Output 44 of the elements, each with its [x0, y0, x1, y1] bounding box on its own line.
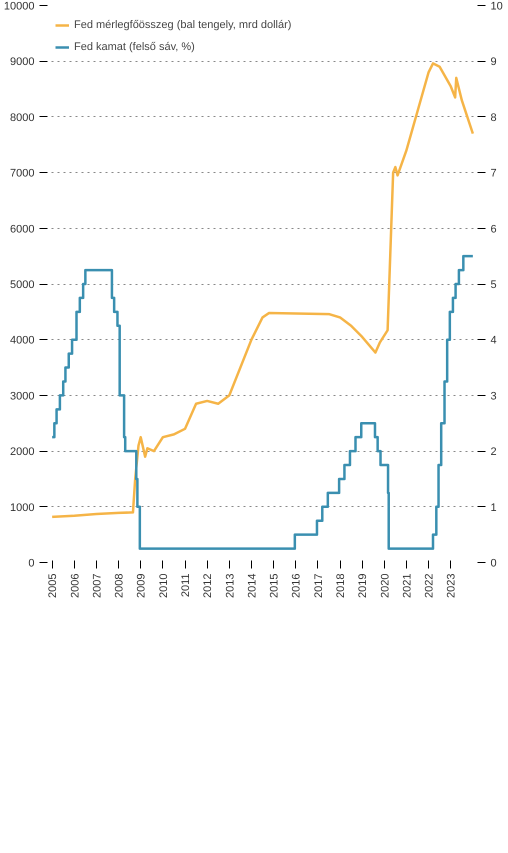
x-tick-label: 2021	[401, 573, 414, 598]
x-tick-label: 2014	[246, 573, 258, 598]
line-series	[50, 62, 474, 518]
x-tick-label: 2005	[47, 573, 60, 598]
x-tick-label: 2020	[379, 573, 392, 598]
x-tick-label: 2017	[312, 573, 325, 598]
x-tick-label: 2009	[136, 573, 148, 598]
x-tick-label: 2007	[91, 573, 104, 598]
x-tick-label: 2010	[158, 573, 170, 598]
y2-tick-label: 3	[490, 390, 497, 402]
legend-label: Fed mérlegfőösszeg (bal tengely, mrd dollár)	[74, 19, 292, 31]
x-tick-label: 2023	[446, 573, 458, 598]
y-tick-label: 0	[28, 558, 35, 570]
x-tick-label: 2008	[114, 573, 126, 598]
y-tick-label: 2000	[10, 446, 35, 458]
y-tick-label: 7000	[10, 168, 35, 180]
x-tick-label: 2015	[268, 573, 281, 598]
x-tick-label: 2022	[424, 573, 436, 598]
y-tick-label: 8000	[10, 112, 35, 124]
y2-tick-label: 5	[490, 279, 497, 291]
x-tick-label: 2018	[335, 573, 347, 598]
y-tick-label: 10000	[4, 0, 35, 12]
y2-tick-label: 2	[490, 446, 497, 458]
y2-tick-label: 0	[490, 558, 497, 570]
y2-tick-label: 1	[490, 502, 497, 514]
x-tick-label: 2012	[202, 573, 214, 598]
y2-tick-label: 6	[490, 223, 497, 236]
y-tick-label: 6000	[10, 223, 35, 236]
x-tick-label: 2011	[180, 574, 192, 598]
x-tick-label: 2013	[224, 573, 236, 598]
x-tick-label: 2006	[69, 573, 82, 598]
y-tick-label: 4000	[10, 334, 35, 347]
y2-tick-label: 7	[490, 168, 497, 180]
x-tick-label: 2019	[357, 573, 370, 598]
y2-tick-label: 10	[490, 0, 503, 12]
y-tick-label: 5000	[10, 279, 35, 291]
y-tick-label: 3000	[10, 390, 35, 402]
legend-label: Fed kamat (felső sáv, %)	[74, 41, 195, 53]
y-tick-label: 9000	[10, 56, 35, 68]
y2-tick-label: 8	[490, 112, 497, 124]
y-tick-label: 1000	[10, 502, 35, 514]
x-tick-label: 2016	[290, 573, 303, 598]
y2-tick-label: 9	[490, 56, 497, 68]
y2-tick-label: 4	[490, 334, 497, 347]
